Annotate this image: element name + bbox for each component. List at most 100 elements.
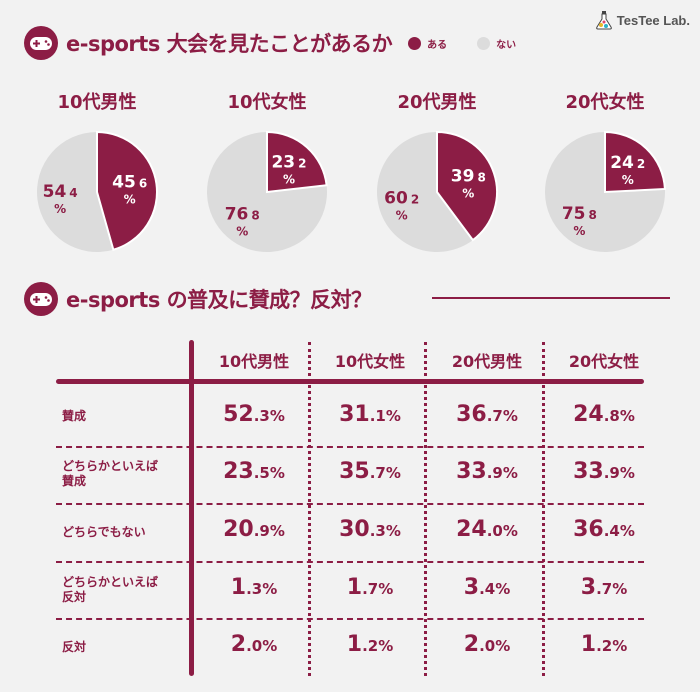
column-divider xyxy=(424,342,427,676)
table-cell: 1.3% xyxy=(196,575,312,600)
cell-decimal: .3% xyxy=(246,579,278,598)
row-label-line: 反対 xyxy=(62,589,87,604)
gamepad-icon xyxy=(24,26,58,60)
cell-integer: 23 xyxy=(223,459,254,485)
pie-svg: 23 2%76 8% xyxy=(207,130,328,252)
row-label-line: 賛成 xyxy=(62,474,87,489)
pie-label-no: 76 8 xyxy=(225,205,260,225)
column-header: 20代女性 xyxy=(568,352,640,371)
brand-logo: TesTee Lab. xyxy=(595,10,690,30)
section1-header: e-sports 大会を見たことがあるか ある ない xyxy=(24,26,516,60)
table-cell: 2.0% xyxy=(429,632,545,657)
row-label-line: どちらでもない xyxy=(62,524,146,539)
table-cell: 20.9% xyxy=(196,517,312,542)
cell-integer: 31 xyxy=(339,401,370,427)
table-cell: 3.7% xyxy=(546,575,662,600)
row-label-line: 賛成 xyxy=(62,409,87,424)
table-cell: 1.7% xyxy=(312,575,428,600)
cell-decimal: .3% xyxy=(253,406,285,425)
cell-integer: 30 xyxy=(339,517,370,542)
pie-slice-yes xyxy=(266,130,328,194)
pie-label-no-percent-sign: % xyxy=(396,209,408,223)
cell-integer: 1 xyxy=(580,632,597,658)
cell-decimal: .9% xyxy=(603,464,635,483)
table-cell: 35.7% xyxy=(312,459,428,484)
pie-label-no-percent-sign: % xyxy=(236,225,248,239)
row-divider xyxy=(56,445,644,448)
pie-slice-no xyxy=(377,132,473,253)
legend-swatch-yes xyxy=(408,36,422,50)
table-cell: 1.2% xyxy=(312,632,428,657)
table-cell: 1.2% xyxy=(546,632,662,657)
table-cell: 36.7% xyxy=(429,402,545,427)
row-label-line: どちらかといえば xyxy=(62,459,159,474)
row-label: 賛成 xyxy=(62,409,184,424)
flask-icon xyxy=(595,11,612,30)
pie-slice-yes xyxy=(604,130,666,194)
opinion-table: 10代男性 10代女性 20代男性 20代女性 賛成 52.3% 31.1% 36.7% 24.… xyxy=(56,340,656,676)
cell-integer: 36 xyxy=(456,401,487,427)
pie-chart-3: 20代男性 39 8% 60 2% xyxy=(352,88,522,260)
legend-swatch-no xyxy=(477,36,491,50)
cell-decimal: .0% xyxy=(486,522,518,540)
legend-label-yes: ある xyxy=(427,39,448,51)
pie-label-yes: 23 2 xyxy=(271,152,306,172)
pie-label-yes-percent-sign: % xyxy=(622,173,634,187)
row-label: 反対 xyxy=(62,640,184,655)
cell-integer: 20 xyxy=(223,517,254,542)
row-divider xyxy=(56,618,644,621)
pie-label-yes: 24 2 xyxy=(610,153,645,173)
table-cell: 2.0% xyxy=(196,632,312,657)
pie-slice-yes xyxy=(436,130,498,242)
cell-decimal: .0% xyxy=(479,637,511,656)
cell-decimal: .7% xyxy=(362,579,394,598)
pie-svg: 45 6%54 4% xyxy=(37,130,158,252)
brand-name: TesTee Lab. xyxy=(616,12,690,28)
table-cell: 33.9% xyxy=(546,459,662,484)
cell-integer: 24 xyxy=(573,401,604,427)
pie-legend: ある ない xyxy=(408,36,516,51)
pie-svg: 39 8%60 2% xyxy=(377,130,498,253)
table-cell: 31.1% xyxy=(312,402,428,427)
cell-integer: 33 xyxy=(573,459,604,485)
pie-slice-no xyxy=(37,132,114,252)
cell-decimal: .1% xyxy=(369,406,401,425)
cell-decimal: .5% xyxy=(253,464,285,483)
pie-slice-yes xyxy=(96,130,158,251)
row-divider xyxy=(56,560,644,563)
cell-integer: 1 xyxy=(230,574,247,600)
section1-title: e-sports 大会を見たことがあるか xyxy=(66,32,393,56)
pie-label-no: 54 4 xyxy=(43,182,78,202)
cell-integer: 33 xyxy=(456,459,487,485)
column-header: 10代男性 xyxy=(218,352,290,371)
section2-header: e-sports の普及に賛成？反対？ xyxy=(24,282,372,316)
table-label-divider xyxy=(189,340,194,676)
column-divider xyxy=(542,342,545,676)
section2-title: e-sports の普及に賛成？反対？ xyxy=(66,288,372,312)
cell-decimal: .9% xyxy=(253,522,285,540)
cell-decimal: .3% xyxy=(369,522,401,540)
pie-svg: 24 2%75 8% xyxy=(545,130,666,252)
cell-integer: 3 xyxy=(580,574,597,600)
cell-integer: 24 xyxy=(456,517,487,542)
table-cell: 30.3% xyxy=(312,517,428,542)
cell-integer: 3 xyxy=(463,574,480,600)
pie-title: 10代男性 xyxy=(57,92,137,113)
row-label-line: 反対 xyxy=(62,639,87,654)
column-header: 10代女性 xyxy=(334,352,406,371)
pie-title: 20代女性 xyxy=(565,92,645,113)
table-cell: 52.3% xyxy=(196,402,312,427)
cell-integer: 2 xyxy=(230,632,247,658)
row-label-line: どちらかといえば xyxy=(62,574,159,589)
pie-label-yes-percent-sign: % xyxy=(462,187,474,201)
pie-label-no-percent-sign: % xyxy=(573,224,585,238)
table-cell: 24.8% xyxy=(546,402,662,427)
cell-integer: 2 xyxy=(463,632,480,658)
table-cell: 24.0% xyxy=(429,517,545,542)
table-header-rule xyxy=(56,379,644,384)
row-label: どちらかといえば 反対 xyxy=(62,575,184,605)
row-label: どちらかといえば 賛成 xyxy=(62,459,184,489)
cell-decimal: .2% xyxy=(362,637,394,656)
table-cell: 36.4% xyxy=(546,517,662,542)
pie-chart-4: 20代女性 24 2% 75 8% xyxy=(520,88,690,260)
